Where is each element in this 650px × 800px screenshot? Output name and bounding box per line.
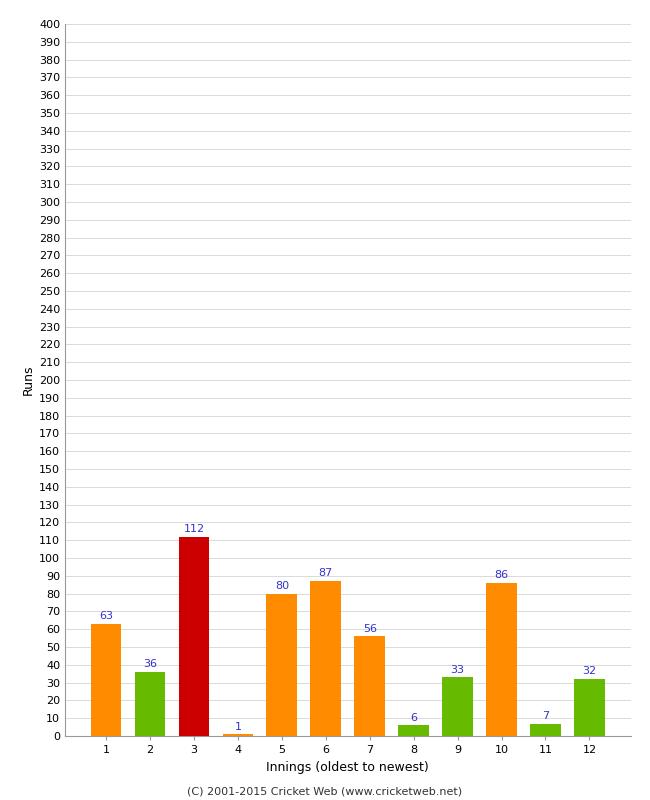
Text: 1: 1: [235, 722, 241, 731]
Bar: [354, 636, 385, 736]
Text: 86: 86: [495, 570, 508, 580]
Bar: [398, 726, 429, 736]
Text: 80: 80: [275, 581, 289, 591]
Bar: [530, 723, 561, 736]
Bar: [311, 581, 341, 736]
Y-axis label: Runs: Runs: [21, 365, 34, 395]
Bar: [266, 594, 297, 736]
Bar: [222, 734, 254, 736]
Text: 36: 36: [143, 659, 157, 670]
Bar: [91, 624, 122, 736]
Bar: [135, 672, 165, 736]
Text: 32: 32: [582, 666, 597, 676]
Text: 7: 7: [542, 711, 549, 721]
Bar: [179, 537, 209, 736]
Bar: [486, 583, 517, 736]
Text: 87: 87: [318, 569, 333, 578]
Text: 56: 56: [363, 624, 377, 634]
Text: (C) 2001-2015 Cricket Web (www.cricketweb.net): (C) 2001-2015 Cricket Web (www.cricketwe…: [187, 786, 463, 796]
Text: 112: 112: [183, 524, 205, 534]
Text: 63: 63: [99, 611, 113, 621]
Bar: [574, 679, 605, 736]
X-axis label: Innings (oldest to newest): Innings (oldest to newest): [266, 761, 429, 774]
Bar: [442, 678, 473, 736]
Text: 33: 33: [450, 665, 465, 674]
Text: 6: 6: [410, 713, 417, 722]
